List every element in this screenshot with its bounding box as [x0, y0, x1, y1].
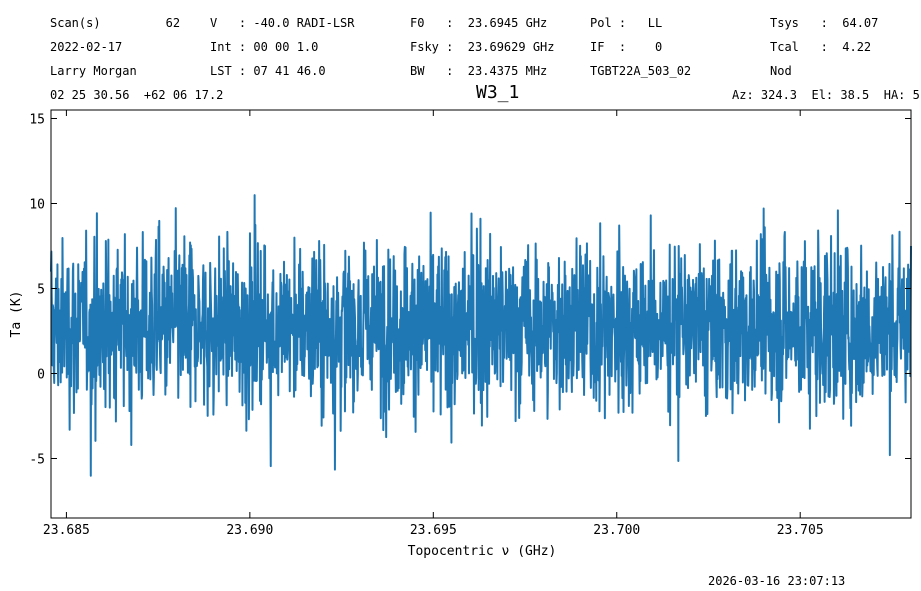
spectrum-series-line [50, 194, 912, 477]
y-axis-label: Ta (K) [9, 291, 24, 338]
y-tick-label: 0 [37, 368, 45, 383]
header-pol: Pol : LL [590, 16, 663, 30]
header-date: 2022-02-17 [50, 40, 123, 54]
header-observer: Larry Morgan [50, 64, 137, 78]
y-tick-label: 15 [29, 113, 45, 128]
x-tick-label: 23.685 [43, 523, 90, 538]
header-azel: Az: 324.3 El: 38.5 HA: 5 [732, 88, 920, 102]
header-bw: BW : 23.4375 MHz [410, 64, 548, 78]
header-radec: 02 25 30.56 +62 06 17.2 [50, 88, 224, 102]
x-tick-label: 23.695 [410, 523, 457, 538]
x-tick-label: 23.690 [226, 523, 273, 538]
plot-frame [50, 109, 912, 519]
header-tsys: Tsys : 64.07 [770, 16, 879, 30]
header-project: TGBT22A_503_02 [590, 64, 692, 78]
header-f0: F0 : 23.6945 GHz [410, 16, 548, 30]
footer-timestamp: 2026-03-16 23:07:13 [708, 574, 846, 588]
header-fsky: Fsky : 23.69629 GHz [410, 40, 555, 54]
header-tcal: Tcal : 4.22 [770, 40, 872, 54]
header-int: Int : 00 00 1.0 [210, 40, 319, 54]
y-tick-label: -5 [29, 453, 45, 468]
x-tick-label: 23.705 [777, 523, 824, 538]
x-axis-label: Topocentric ν (GHz) [408, 544, 557, 559]
ticks-group: 23.685 23.690 23.695 23.700 23.705 15 10 5 0 -5 [29, 110, 911, 538]
header-velocity: V : -40.0 RADI-LSR [210, 16, 355, 30]
series-group [50, 194, 912, 477]
header-lst: LST : 07 41 46.0 [210, 64, 326, 78]
x-tick-label: 23.700 [593, 523, 640, 538]
header-if: IF : 0 [590, 40, 663, 54]
chart-title: W3_1 [476, 82, 520, 103]
y-tick-label: 10 [29, 198, 45, 213]
header-procedure: Nod [770, 64, 792, 78]
y-tick-label: 5 [37, 283, 45, 298]
header-scan: Scan(s) 62 [50, 16, 181, 30]
